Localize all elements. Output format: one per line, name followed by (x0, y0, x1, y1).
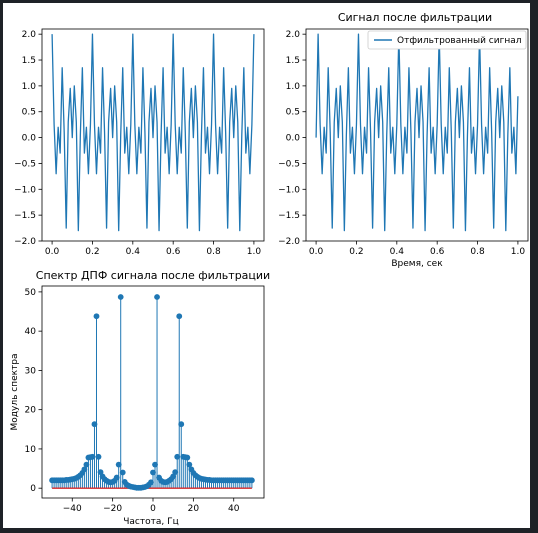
stem-marker (172, 469, 179, 475)
stem-marker (174, 453, 181, 460)
x-tick-label: 0.6 (166, 247, 181, 257)
stem-marker (113, 474, 120, 481)
series-line (51, 33, 255, 232)
x-tick-label: 0 (150, 504, 156, 514)
bottom-left-plot-area (49, 294, 255, 491)
top-right-axes: Сигнал после фильтрации 0.0 0.2 0.4 0.6 0.8 1… (278, 11, 529, 269)
x-tick-label: 0.8 (206, 247, 221, 257)
y-tick-label: 50 (25, 288, 37, 298)
y-tick-label: −2.0 (278, 237, 300, 247)
x-tick-label: 0.4 (126, 247, 141, 257)
figure: 0.0 0.2 0.4 0.6 0.8 1.0 −2.0 −1.5 −1.0 −0.5 0.0 0.… (3, 3, 530, 528)
stem-marker (186, 461, 193, 468)
stem-marker (154, 294, 160, 300)
y-tick-label: 1.5 (286, 56, 300, 66)
x-tick-label: 0.0 (309, 247, 324, 257)
stem-marker (115, 461, 122, 468)
top-left-x-ticks: 0.0 0.2 0.4 0.6 0.8 1.0 (45, 241, 261, 257)
stem-marker (89, 453, 96, 460)
series-line (315, 33, 519, 232)
bottom-left-x-axis-title: Частота, Гц (123, 517, 178, 527)
y-tick-label: −1.5 (14, 211, 36, 221)
top-right-title: Сигнал после фильтрации (338, 11, 492, 24)
bottom-left-y-axis-title: Модуль спектра (10, 353, 20, 430)
y-tick-label: 10 (25, 445, 37, 455)
stem-marker (152, 461, 158, 468)
stem-marker (176, 313, 183, 320)
bottom-left-x-ticks: −40 −20 0 20 40 (63, 498, 240, 514)
x-tick-label: −40 (63, 504, 82, 514)
stem-marker (91, 421, 98, 428)
x-tick-label: 0.6 (430, 247, 445, 257)
top-left-y-ticks: −2.0 −1.5 −1.0 −0.5 0.0 0.5 1.0 1.5 2.0 (14, 30, 42, 247)
stem-marker (148, 479, 154, 486)
legend-label: Отфильтрованный сигнал (397, 36, 521, 46)
x-tick-label: 0.0 (45, 247, 60, 257)
stem-marker (170, 473, 177, 480)
legend-box (367, 30, 527, 50)
stem-marker (178, 421, 185, 428)
y-tick-label: 40 (25, 327, 37, 337)
top-right-plot-area (315, 33, 519, 232)
stem-marker (83, 461, 90, 468)
stem-marker (184, 454, 191, 461)
y-tick-label: −1.5 (278, 211, 300, 221)
x-tick-label: 40 (228, 504, 240, 514)
y-tick-label: 0.0 (286, 134, 301, 144)
x-tick-label: 0.8 (470, 247, 485, 257)
y-tick-label: 20 (25, 406, 37, 416)
top-right-x-axis-title: Время, сек (391, 259, 443, 269)
stem-marker (150, 469, 156, 476)
stem-marker (97, 469, 104, 475)
top-right-legend: Отфильтрованный сигнал (367, 30, 527, 50)
x-tick-label: 1.0 (247, 247, 262, 257)
y-tick-label: 2.0 (22, 30, 37, 40)
stem-marker (93, 313, 100, 320)
x-tick-label: 20 (188, 504, 200, 514)
y-tick-label: 0.5 (22, 108, 36, 118)
x-tick-label: −20 (103, 504, 122, 514)
stem-marker (119, 469, 126, 476)
y-tick-label: −0.5 (14, 159, 36, 169)
y-tick-label: 30 (25, 366, 37, 376)
y-tick-label: 2.0 (286, 30, 301, 40)
y-tick-label: −2.0 (14, 237, 36, 247)
y-tick-label: 0.0 (22, 134, 37, 144)
top-left-plot-area (51, 33, 255, 232)
x-tick-label: 0.2 (85, 247, 99, 257)
y-tick-label: −0.5 (278, 159, 300, 169)
top-left-axes-frame (41, 28, 265, 242)
figure-canvas: 0.0 0.2 0.4 0.6 0.8 1.0 −2.0−1.5−1.0−0.50.00.… (10, 11, 529, 527)
stem-marker (81, 466, 88, 473)
stem-marker (117, 294, 124, 300)
y-tick-label: −1.0 (278, 185, 300, 195)
y-tick-label: 1.0 (286, 82, 301, 92)
y-tick-label: 1.5 (22, 56, 36, 66)
top-right-x-ticks: 0.0 0.2 0.4 0.6 0.8 1.0 (309, 241, 525, 257)
stem-marker (95, 453, 102, 460)
bottom-left-title: Спектр ДПФ сигнала после фильтрации (36, 269, 270, 282)
y-tick-label: 1.0 (22, 82, 37, 92)
x-tick-label: 0.2 (349, 247, 363, 257)
y-tick-label: 0 (30, 484, 36, 494)
top-right-axes-frame (305, 28, 529, 242)
x-tick-label: 0.4 (390, 247, 405, 257)
y-tick-label: 0.5 (286, 108, 300, 118)
top-right-y-ticks: −2.0 −1.5 −1.0 −0.5 0.0 0.5 1.0 1.5 2.0 (278, 30, 306, 247)
bottom-left-axes: Спектр ДПФ сигнала после фильтрации −40−… (10, 269, 270, 527)
stem-marker (248, 477, 255, 484)
x-tick-label: 1.0 (511, 247, 526, 257)
top-left-axes: 0.0 0.2 0.4 0.6 0.8 1.0 −2.0−1.5−1.0−0.50.00.… (14, 28, 265, 257)
y-tick-label: −1.0 (14, 185, 36, 195)
bottom-left-y-ticks: 0 10 20 30 40 50 (25, 288, 42, 494)
